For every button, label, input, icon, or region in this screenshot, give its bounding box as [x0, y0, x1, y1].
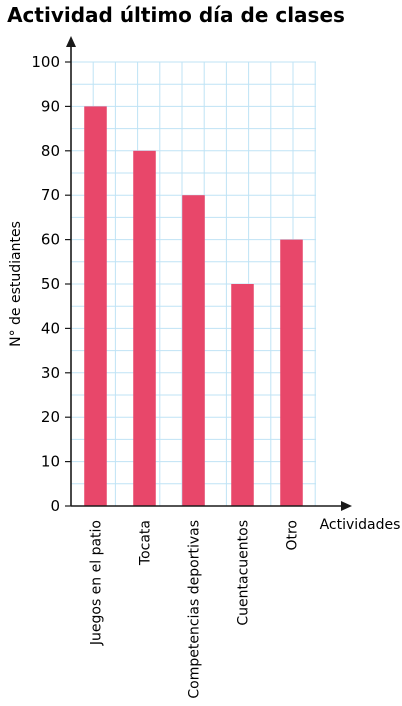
y-axis-label: N° de estudiantes: [8, 221, 24, 347]
y-tick-label: 10: [41, 453, 60, 471]
category-label: Tocata: [138, 520, 154, 566]
bar-3: [231, 284, 254, 506]
y-tick-label: 80: [41, 142, 60, 160]
category-labels: Juegos en el patio Tocata Competencias dep…: [89, 520, 301, 699]
y-tick-label: 70: [41, 186, 60, 204]
y-tick-label: 90: [41, 97, 60, 115]
bar-1: [133, 150, 156, 507]
category-label: Cuentacuentos: [236, 520, 252, 626]
y-tick-labels: 0 10 20 30 40 50 60 70 80 90 100: [31, 53, 71, 515]
y-tick-label: 100: [31, 53, 60, 71]
axes: [66, 36, 352, 511]
chart-title: Actividad último día de clases: [7, 3, 345, 27]
y-tick-label: 60: [41, 231, 60, 249]
y-axis-arrow: [66, 36, 76, 47]
category-label: Otro: [285, 520, 301, 551]
x-axis-label: Actividades: [320, 517, 401, 533]
y-tick-label: 40: [41, 319, 60, 337]
category-label: Juegos en el patio: [89, 520, 105, 646]
bar-4: [280, 239, 303, 506]
y-tick-label: 20: [41, 408, 60, 426]
category-label: Competencias deportivas: [187, 520, 203, 699]
y-tick-label: 50: [41, 275, 60, 293]
x-axis-arrow: [341, 501, 352, 511]
bar-2: [182, 195, 205, 506]
bars: [84, 106, 303, 507]
y-tick-label: 0: [50, 497, 60, 515]
y-tick-label: 30: [41, 364, 60, 382]
bar-0: [84, 106, 107, 507]
